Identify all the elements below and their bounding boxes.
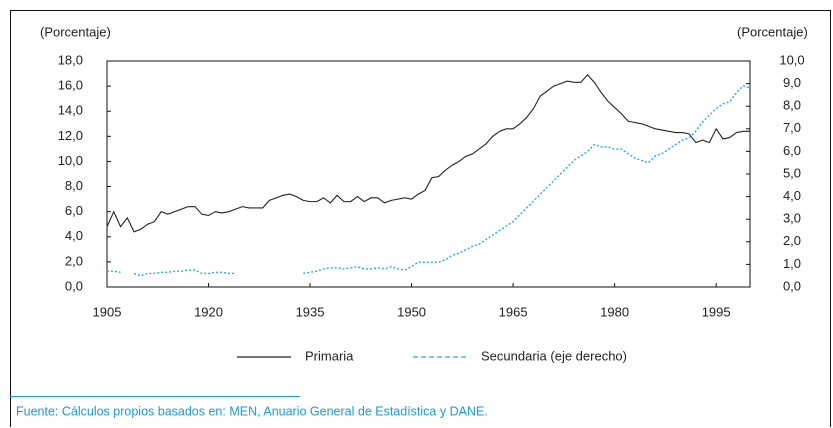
- y2-tick-label: 7,0: [783, 120, 801, 135]
- y2-tick-label: 8,0: [783, 98, 801, 113]
- y-tick-label: 16,0: [58, 78, 83, 93]
- y2-tick-label: 9,0: [783, 75, 801, 90]
- y2-tick-label: 3,0: [783, 211, 801, 226]
- y-axis-label: (Porcentaje): [40, 24, 111, 39]
- frame: [10, 10, 831, 427]
- x-tick-label: 1965: [499, 304, 528, 319]
- y-tick-label: 2,0: [65, 253, 83, 268]
- x-tick-label: 1920: [194, 304, 223, 319]
- y2-tick-label: 6,0: [783, 143, 801, 158]
- source-note: Fuente: Cálculos propios basados en: MEN…: [16, 404, 488, 418]
- legend-label: Secundaria (eje derecho): [481, 348, 627, 363]
- x-tick-label: 1935: [296, 304, 325, 319]
- legend-label: Primaria: [305, 348, 354, 363]
- y2-tick-label: 2,0: [783, 233, 801, 248]
- x-tick-label: 1950: [397, 304, 426, 319]
- y2-tick-label: 10,0: [779, 52, 804, 67]
- y2-tick-label: 5,0: [783, 165, 801, 180]
- y-tick-label: 8,0: [65, 178, 83, 193]
- y-tick-label: 4,0: [65, 228, 83, 243]
- series-line: [107, 85, 751, 277]
- y2-tick-label: 1,0: [783, 256, 801, 271]
- x-tick-label: 1905: [93, 304, 122, 319]
- y2-tick-label: 4,0: [783, 188, 801, 203]
- series-line: [106, 73, 750, 233]
- y-tick-label: 10,0: [58, 153, 83, 168]
- plot-frame: [106, 60, 751, 288]
- y2-axis-label: (Porcentaje): [737, 24, 808, 39]
- y2-tick-label: 0,0: [783, 278, 801, 293]
- y-tick-label: 6,0: [65, 203, 83, 218]
- x-tick-label: 1980: [600, 304, 629, 319]
- y-tick-label: 0,0: [65, 278, 83, 293]
- y-tick-label: 14,0: [58, 103, 83, 118]
- y-tick-label: 18,0: [58, 52, 83, 67]
- x-tick-label: 1995: [702, 304, 731, 319]
- y-tick-label: 12,0: [58, 128, 83, 143]
